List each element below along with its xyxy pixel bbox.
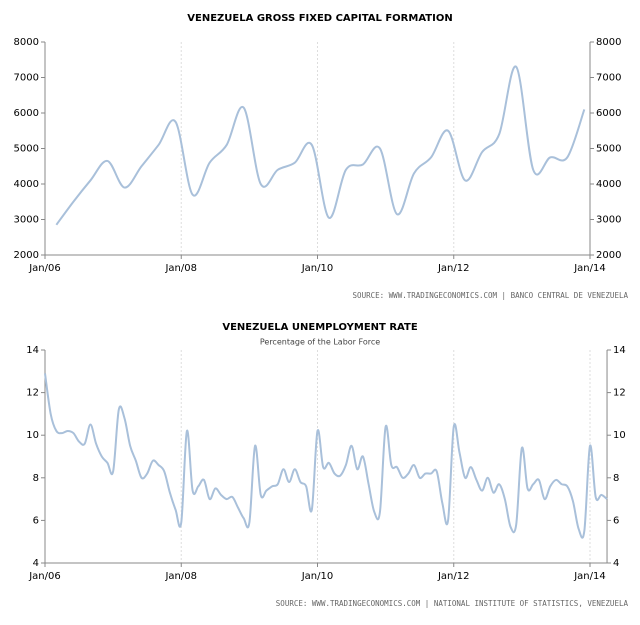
x-tick-label: Jan/14 [573,263,606,274]
y-tick-label: 12 [26,388,39,399]
x-tick-label: Jan/12 [437,571,470,582]
data-line [55,65,586,226]
y-tick-label: 7000 [14,73,39,84]
y-tick-label-right: 4000 [596,179,621,190]
chart-title: VENEZUELA GROSS FIXED CAPITAL FORMATION [187,13,452,24]
x-tick-label: Jan/08 [164,263,197,274]
y-tick-label: 6 [33,515,39,526]
y-tick-label: 8 [33,473,39,484]
x-tick-label: Jan/10 [301,571,334,582]
x-tick-label: Jan/06 [28,263,61,274]
y-tick-label-right: 10 [613,430,626,441]
x-tick-label: Jan/10 [301,263,334,274]
y-tick-label-right: 5000 [596,144,621,155]
y-tick-label: 3000 [14,215,39,226]
y-tick-label: 4 [33,558,39,569]
y-tick-label: 2000 [14,250,39,261]
y-tick-label: 8000 [14,37,39,48]
y-tick-label: 14 [26,345,39,356]
y-tick-label-right: 6 [613,515,619,526]
chart-title: VENEZUELA UNEMPLOYMENT RATE [222,322,418,333]
y-tick-label-right: 2000 [596,250,621,261]
x-tick-label: Jan/14 [573,571,606,582]
y-tick-label: 6000 [14,108,39,119]
y-tick-label-right: 8000 [596,37,621,48]
y-tick-label-right: 4 [613,558,619,569]
data-line [44,373,608,539]
y-tick-label: 4000 [14,179,39,190]
y-tick-label: 10 [26,430,39,441]
x-tick-label: Jan/12 [437,263,470,274]
chart-subtitle: Percentage of the Labor Force [260,338,380,347]
source: SOURCE: WWW.TRADINGECONOMICS.COM | BANCO… [353,291,629,300]
source: SOURCE: WWW.TRADINGECONOMICS.COM | NATIO… [276,599,629,608]
y-tick-label-right: 7000 [596,73,621,84]
y-tick-label-right: 8 [613,473,619,484]
y-tick-label: 5000 [14,144,39,155]
y-tick-label-right: 12 [613,388,626,399]
y-tick-label-right: 6000 [596,108,621,119]
x-tick-label: Jan/06 [28,571,61,582]
x-tick-label: Jan/08 [164,571,197,582]
y-tick-label-right: 14 [613,345,626,356]
y-tick-label-right: 3000 [596,215,621,226]
